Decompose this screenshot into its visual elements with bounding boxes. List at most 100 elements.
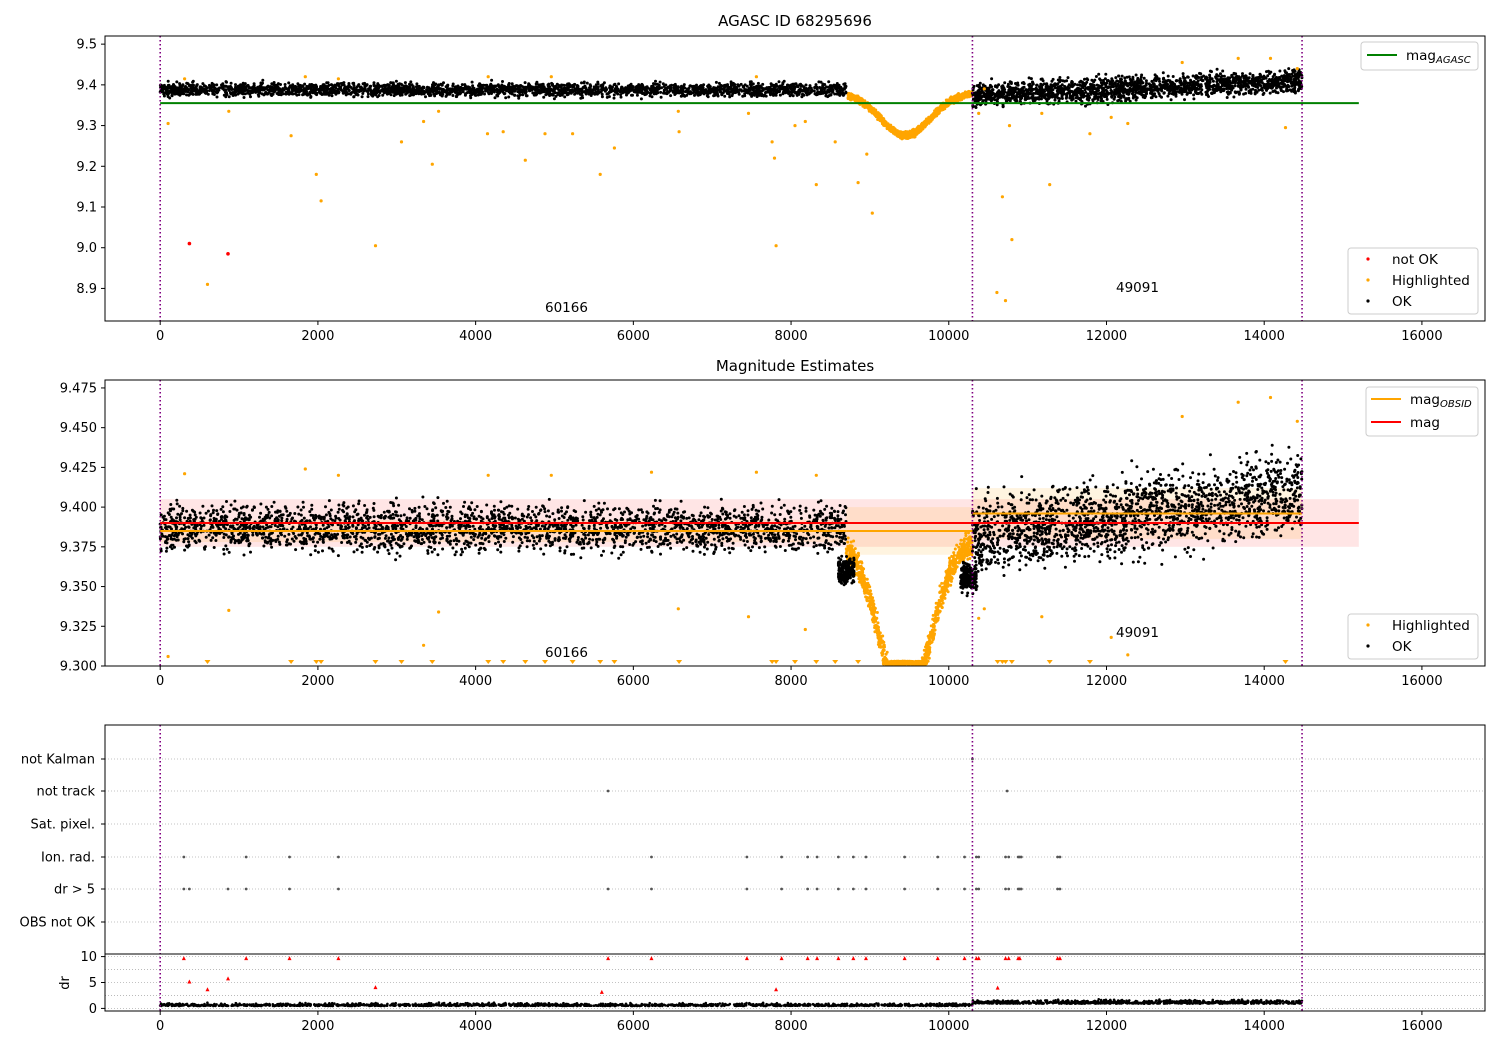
ok-point xyxy=(209,86,213,89)
ok-point xyxy=(241,81,245,85)
ok-point xyxy=(609,87,613,91)
ok-point xyxy=(383,87,387,91)
ok-point xyxy=(534,85,538,89)
ok-point xyxy=(203,91,207,95)
ok-point xyxy=(409,91,413,95)
ok-point xyxy=(363,84,367,88)
ok-point xyxy=(252,82,256,86)
ok-point xyxy=(737,92,741,96)
ok-point xyxy=(275,92,279,95)
ok-point xyxy=(739,88,743,92)
ok-point xyxy=(519,88,523,92)
ok-point xyxy=(306,92,309,96)
ok-point xyxy=(411,85,415,88)
ok-point xyxy=(713,93,717,97)
ok-point xyxy=(266,88,270,92)
ok-point xyxy=(429,89,433,93)
ok-point xyxy=(186,82,190,86)
ok-point xyxy=(516,90,520,94)
ok-point xyxy=(301,93,305,97)
ok-point xyxy=(229,91,232,95)
ok-point xyxy=(470,80,474,84)
ok-point xyxy=(280,89,284,93)
ok-point xyxy=(612,96,616,100)
ok-point xyxy=(666,85,670,89)
ok-point xyxy=(602,81,606,85)
ok-point xyxy=(603,89,607,93)
ok-point xyxy=(287,88,291,92)
ok-point xyxy=(283,83,287,86)
ok-point xyxy=(838,93,842,97)
ok-point xyxy=(416,89,420,93)
ok-point xyxy=(389,89,393,93)
highlighted-point xyxy=(905,132,909,136)
ok-point xyxy=(414,85,418,89)
ok-point xyxy=(588,86,592,90)
highlighted-point xyxy=(906,134,910,138)
ok-point xyxy=(366,95,370,99)
ok-point xyxy=(712,86,716,90)
ok-point xyxy=(771,93,775,97)
ok-point xyxy=(390,85,394,89)
ok-point xyxy=(166,79,170,83)
ok-point xyxy=(795,93,799,97)
ok-point xyxy=(645,85,649,89)
ok-point xyxy=(291,83,295,87)
ok-point xyxy=(755,93,759,97)
ok-point xyxy=(314,88,318,92)
ok-point xyxy=(353,91,357,95)
ok-point xyxy=(1181,72,1185,76)
highlighted-point xyxy=(918,128,922,131)
ok-point xyxy=(226,85,230,89)
ok-point xyxy=(264,91,268,95)
ok-point xyxy=(415,82,419,86)
ok-point xyxy=(794,82,798,86)
ok-point xyxy=(310,90,314,94)
ok-point xyxy=(567,82,571,86)
ok-point xyxy=(236,92,240,96)
ok-point xyxy=(515,84,519,88)
ok-point xyxy=(492,87,496,91)
ok-point xyxy=(501,80,504,83)
ok-point xyxy=(731,81,735,85)
ok-point xyxy=(583,84,587,88)
ok-point xyxy=(290,92,294,96)
ok-point xyxy=(234,83,237,87)
ok-point xyxy=(829,84,832,88)
ok-point xyxy=(733,85,737,89)
ok-point xyxy=(820,86,824,90)
ok-point xyxy=(766,89,770,93)
ok-point xyxy=(381,84,385,88)
ok-point xyxy=(516,94,520,98)
ok-point xyxy=(524,88,527,92)
ok-point xyxy=(243,92,247,96)
ok-point xyxy=(478,82,482,86)
ok-point xyxy=(549,88,553,92)
ok-point xyxy=(204,85,208,88)
ok-point xyxy=(639,97,643,101)
ok-point xyxy=(269,86,273,89)
ok-point xyxy=(1248,72,1252,76)
ok-point xyxy=(399,87,403,91)
ok-point xyxy=(1114,76,1118,80)
ok-point xyxy=(508,85,512,89)
ok-point xyxy=(424,95,427,99)
ok-point xyxy=(269,92,273,96)
ok-point xyxy=(314,83,318,87)
highlighted-point xyxy=(872,110,876,114)
ok-point xyxy=(657,87,661,91)
ok-point xyxy=(617,82,621,86)
ok-point xyxy=(187,93,191,97)
ok-point xyxy=(792,84,795,88)
ok-point xyxy=(841,88,845,92)
ok-point xyxy=(652,92,656,96)
ok-point xyxy=(777,80,781,84)
ok-point xyxy=(349,86,353,89)
ok-point xyxy=(659,90,663,94)
ok-point xyxy=(545,89,549,93)
ok-point xyxy=(417,84,421,88)
ok-point xyxy=(764,94,768,98)
ok-point xyxy=(676,85,680,89)
highlighted-point xyxy=(869,110,873,114)
panel-agasc: AGASC ID 68295696 0 2000 4000 6000 8000 10000… xyxy=(76,12,1486,344)
